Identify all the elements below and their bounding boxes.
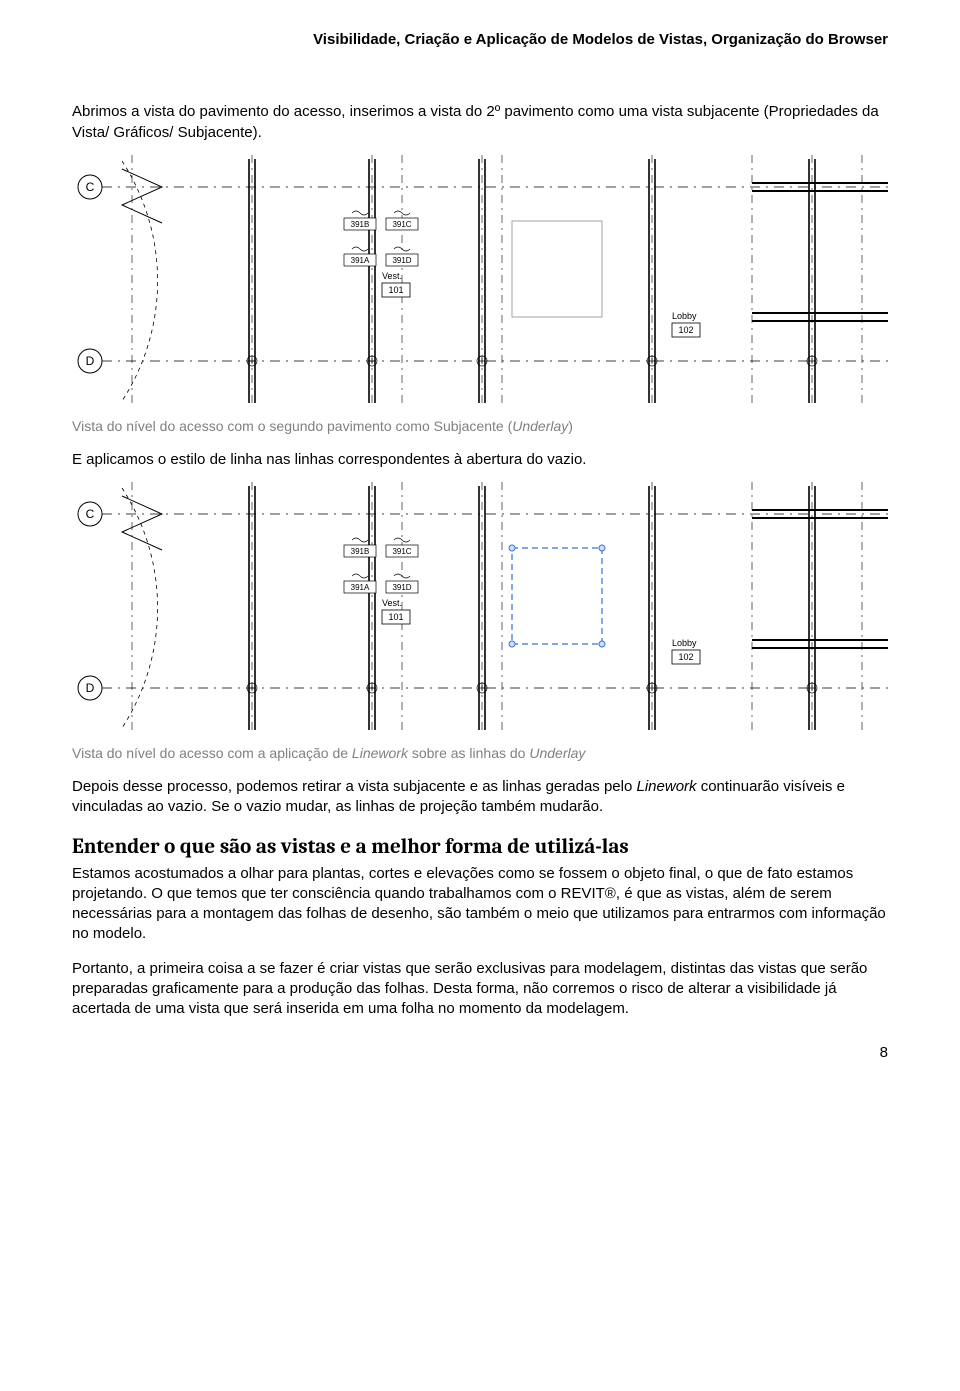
svg-text:D: D [86,681,95,695]
section-heading-1: Entender o que são as vistas e a melhor … [72,833,888,861]
header-title: Visibilidade, Criação e Aplicação de Mod… [313,31,888,48]
svg-text:391A: 391A [351,256,370,265]
svg-text:391C: 391C [392,547,411,556]
caption-1-c: ) [568,418,573,434]
caption-1-a: Vista do nível do acesso com o segundo p… [72,418,512,434]
p3-b: Linework [637,778,697,795]
svg-text:101: 101 [388,612,403,622]
svg-text:Lobby: Lobby [672,638,697,648]
svg-text:Vest.: Vest. [382,598,402,608]
diagram-1-container: C D 391B 391C 391A 391D Vest. 101 Lobby 102 [72,151,888,411]
svg-text:391A: 391A [351,583,370,592]
p3-a: Depois desse processo, podemos retirar a… [72,778,637,795]
caption-1-b: Underlay [512,418,568,434]
page-number: 8 [72,1043,888,1063]
svg-text:Lobby: Lobby [672,311,697,321]
diagram-2-container: C D 391B 391C 391A 391D Vest. 101 Lobby 102 [72,478,888,738]
caption-2-d: Underlay [529,745,585,761]
svg-text:391B: 391B [351,547,370,556]
svg-text:391B: 391B [351,220,370,229]
diagram-1: C D 391B 391C 391A 391D Vest. 101 Lobby 102 [72,151,888,411]
caption-2-a: Vista do nível do acesso com a aplicação… [72,745,352,761]
caption-2-b: Linework [352,745,408,761]
svg-text:391D: 391D [392,583,411,592]
caption-2: Vista do nível do acesso com a aplicação… [72,744,888,763]
paragraph-4: Estamos acostumados a olhar para plantas… [72,864,888,945]
svg-text:C: C [86,507,95,521]
diagram-2: C D 391B 391C 391A 391D Vest. 101 Lobby 102 [72,478,888,738]
svg-text:102: 102 [678,325,693,335]
svg-text:391C: 391C [392,220,411,229]
paragraph-3: Depois desse processo, podemos retirar a… [72,777,888,818]
paragraph-1: Abrimos a vista do pavimento do acesso, … [72,102,888,143]
paragraph-2: E aplicamos o estilo de linha nas linhas… [72,450,888,470]
svg-text:391D: 391D [392,256,411,265]
page-header: Visibilidade, Criação e Aplicação de Mod… [72,30,888,50]
caption-1: Vista do nível do acesso com o segundo p… [72,417,888,436]
paragraph-5: Portanto, a primeira coisa a se fazer é … [72,959,888,1020]
svg-text:C: C [86,180,95,194]
svg-text:101: 101 [388,285,403,295]
svg-text:Vest.: Vest. [382,271,402,281]
svg-text:102: 102 [678,652,693,662]
svg-text:D: D [86,354,95,368]
caption-2-c: sobre as linhas do [408,745,529,761]
